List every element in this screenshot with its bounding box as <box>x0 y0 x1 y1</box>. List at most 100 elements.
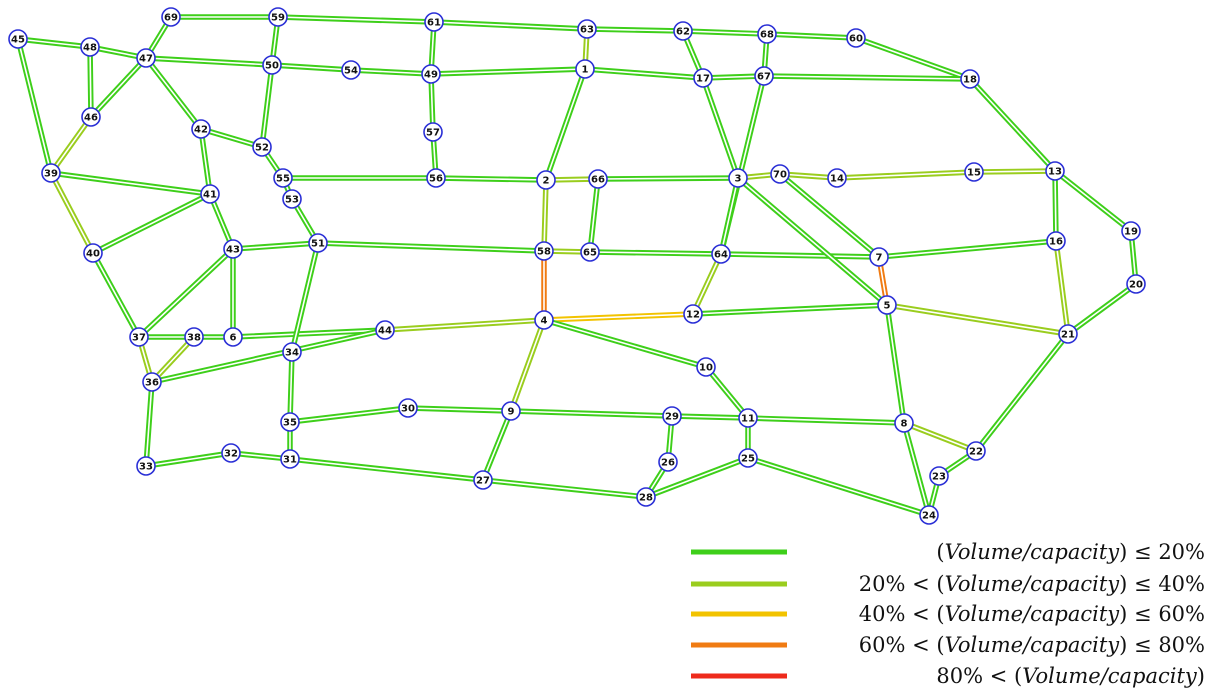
link-70-7 <box>777 171 882 260</box>
node-43: 43 <box>223 239 243 259</box>
link-68-60 <box>764 31 859 41</box>
node-68: 68 <box>757 24 777 44</box>
link-56-2 <box>433 175 549 183</box>
link-49-1 <box>428 66 588 77</box>
node-label: 44 <box>378 326 392 337</box>
link-45-39 <box>15 36 54 176</box>
links-layer <box>15 14 1139 518</box>
node-61: 61 <box>424 12 444 32</box>
link-27-28 <box>480 477 649 500</box>
node-label: 16 <box>1049 237 1063 248</box>
node-label: 31 <box>283 455 297 466</box>
node-18: 18 <box>960 69 980 89</box>
node-69: 69 <box>161 7 181 27</box>
link-62-68 <box>680 28 770 37</box>
node-label: 52 <box>255 143 269 154</box>
link-66-65 <box>587 176 601 255</box>
link-1-2 <box>543 66 588 183</box>
link-20-21 <box>1065 281 1139 337</box>
node-label: 29 <box>665 412 679 423</box>
node-41: 41 <box>200 184 220 204</box>
legend: (Volume/capacity) ≤ 20% 20% < (Volume/cap… <box>691 540 1205 688</box>
node-26: 26 <box>658 452 678 472</box>
node-label: 35 <box>283 418 297 429</box>
node-label: 57 <box>426 128 440 139</box>
node-label: 59 <box>271 13 285 24</box>
node-label: 25 <box>741 454 755 465</box>
node-label: 46 <box>84 113 98 124</box>
link-64-7 <box>718 251 882 260</box>
legend-label: 60% < (Volume/capacity) ≤ 80% <box>859 633 1205 657</box>
node-5: 5 <box>877 295 897 315</box>
node-label: 66 <box>591 175 605 186</box>
node-label: 42 <box>194 125 208 136</box>
node-label: 18 <box>963 75 977 86</box>
node-49: 49 <box>421 64 441 84</box>
link-3-5 <box>735 175 890 308</box>
node-label: 24 <box>922 511 936 522</box>
link-33-32 <box>143 450 234 469</box>
link-16-21 <box>1053 238 1071 337</box>
node-label: 49 <box>424 70 438 81</box>
legend-label: 20% < (Volume/capacity) ≤ 40% <box>859 572 1205 596</box>
link-39-40 <box>48 170 96 256</box>
node-10: 10 <box>696 357 716 377</box>
node-46: 46 <box>81 107 101 127</box>
node-label: 10 <box>699 363 713 374</box>
legend-item: 60% < (Volume/capacity) ≤ 80% <box>691 633 1205 657</box>
node-36: 36 <box>142 372 162 392</box>
node-label: 41 <box>203 190 217 201</box>
link-31-27 <box>287 456 486 483</box>
node-label: 43 <box>226 245 240 256</box>
node-label: 3 <box>735 174 742 185</box>
link-13-16 <box>1052 168 1059 244</box>
node-62: 62 <box>673 21 693 41</box>
node-19: 19 <box>1121 221 1141 241</box>
node-11: 11 <box>738 408 758 428</box>
link-5-8 <box>884 302 907 426</box>
node-label: 68 <box>760 30 774 41</box>
link-35-30 <box>287 405 411 425</box>
node-30: 30 <box>398 398 418 418</box>
legend-label: 40% < (Volume/capacity) ≤ 60% <box>859 602 1205 626</box>
node-label: 63 <box>580 25 594 36</box>
node-31: 31 <box>280 449 300 469</box>
link-7-16 <box>876 238 1059 260</box>
node-label: 37 <box>132 333 146 344</box>
node-15: 15 <box>964 162 984 182</box>
node-50: 50 <box>262 55 282 75</box>
link-8-22 <box>901 420 979 454</box>
node-label: 15 <box>967 168 981 179</box>
link-51-34 <box>289 240 321 355</box>
link-66-3 <box>595 175 741 182</box>
node-42: 42 <box>191 119 211 139</box>
link-4-12 <box>541 311 696 323</box>
node-63: 63 <box>577 19 597 39</box>
legend-item: 20% < (Volume/capacity) ≤ 40% <box>691 572 1205 596</box>
node-label: 53 <box>285 195 299 206</box>
link-63-62 <box>584 26 686 34</box>
node-label: 70 <box>773 170 787 181</box>
node-37: 37 <box>129 327 149 347</box>
node-label: 55 <box>276 174 290 185</box>
node-label: 56 <box>429 174 443 185</box>
node-label: 9 <box>508 407 515 418</box>
link-47-46 <box>88 55 149 120</box>
node-32: 32 <box>221 443 241 463</box>
node-64: 64 <box>711 244 731 264</box>
node-12: 12 <box>683 304 703 324</box>
node-label: 30 <box>401 404 415 415</box>
node-label: 5 <box>884 301 891 312</box>
link-11-8 <box>745 415 907 426</box>
link-50-54 <box>269 62 354 73</box>
node-2: 2 <box>536 170 556 190</box>
node-label: 2 <box>543 176 550 187</box>
node-label: 67 <box>757 72 771 83</box>
legend-label: (Volume/capacity) ≤ 20% <box>936 540 1205 564</box>
node-label: 50 <box>265 61 279 72</box>
node-66: 66 <box>588 169 608 189</box>
node-label: 65 <box>583 248 597 259</box>
link-67-18 <box>761 73 973 82</box>
node-label: 21 <box>1061 330 1075 341</box>
